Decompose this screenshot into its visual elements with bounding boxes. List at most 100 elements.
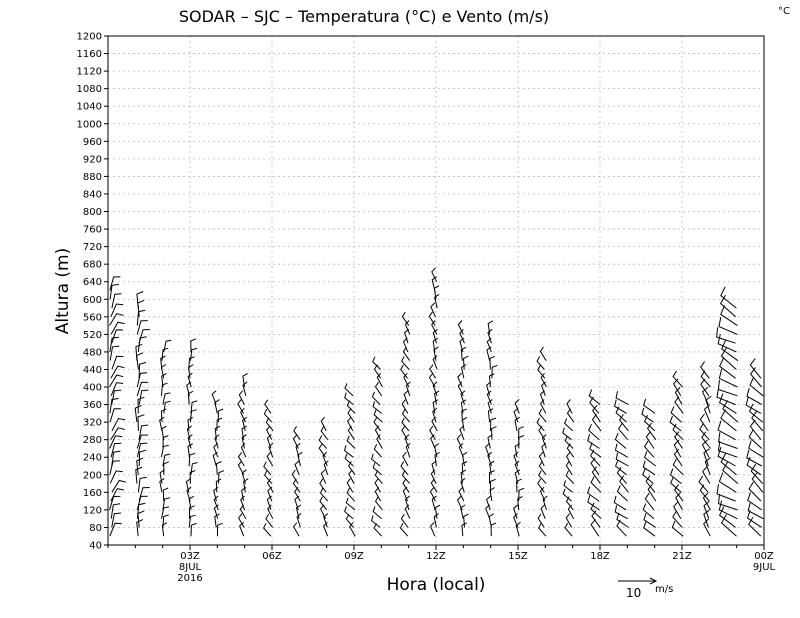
wind-barb <box>460 399 467 414</box>
wind-barb <box>402 478 410 493</box>
x-tick-label: 09Z <box>344 551 364 562</box>
wind-barb <box>371 391 381 405</box>
wind-barb <box>372 356 381 370</box>
y-tick-label: 440 <box>83 365 102 376</box>
wind-barb <box>319 496 327 511</box>
wind-barb <box>109 495 121 511</box>
wind-barb <box>370 515 381 528</box>
wind-barb <box>562 427 572 441</box>
wind-barb <box>537 478 545 493</box>
y-tick-label: 1000 <box>77 119 102 130</box>
y-tick-label: 360 <box>83 400 102 411</box>
wind-barb <box>237 399 245 414</box>
wind-barb <box>618 414 629 432</box>
wind-barb <box>346 435 356 449</box>
wind-barb <box>241 434 247 449</box>
wind-barb <box>268 442 274 458</box>
wind-barb <box>460 478 466 493</box>
reference-vector: 10 m/s <box>618 577 673 600</box>
wind-barb <box>701 386 709 405</box>
wind-barbs <box>109 267 764 537</box>
wind-barb <box>718 472 737 493</box>
wind-barb <box>136 320 148 335</box>
x-tick-date: 9JUL <box>753 562 776 573</box>
wind-barb <box>401 356 410 370</box>
wind-barb <box>109 398 119 414</box>
wind-barb <box>402 451 409 467</box>
wind-barb <box>319 478 327 493</box>
wind-barb <box>241 486 247 502</box>
y-tick-label: 400 <box>83 383 102 394</box>
wind-barb <box>615 406 627 423</box>
wind-barb <box>722 461 739 484</box>
wind-barb <box>428 311 436 326</box>
wind-barb <box>460 469 467 484</box>
wind-barb <box>401 425 408 440</box>
wind-barb <box>514 469 521 484</box>
wind-barb <box>373 523 383 537</box>
y-axis-label: Altura (m) <box>53 248 73 334</box>
wind-barb <box>138 449 147 467</box>
wind-barb <box>111 355 124 370</box>
wind-barb <box>109 435 123 449</box>
wind-barb <box>404 434 410 449</box>
y-tick-label: 840 <box>83 189 102 200</box>
wind-barb <box>242 373 248 388</box>
wind-barb <box>162 392 171 405</box>
wind-barb <box>642 460 656 476</box>
wind-barb <box>487 434 493 449</box>
wind-barb <box>137 414 145 431</box>
wind-barb <box>717 379 738 397</box>
wind-barb <box>540 504 546 519</box>
wind-barb <box>263 461 272 476</box>
wind-barb <box>240 407 246 423</box>
wind-barb <box>161 522 168 537</box>
wind-barb <box>460 390 466 405</box>
wind-barb <box>346 400 356 414</box>
chart-title: SODAR – SJC – Temperatura (°C) e Vento (… <box>179 7 549 26</box>
wind-barb <box>458 442 464 458</box>
wind-barb <box>720 347 737 370</box>
wind-barb <box>704 457 712 475</box>
wind-barb <box>674 387 683 405</box>
wind-barb <box>487 399 493 414</box>
wind-barb <box>432 328 438 344</box>
wind-barb <box>376 434 383 449</box>
wind-barb <box>563 480 573 493</box>
wind-barb <box>320 469 327 484</box>
wind-barb <box>463 513 469 528</box>
y-tick-label: 160 <box>83 488 102 499</box>
wind-barb <box>430 302 436 318</box>
wind-barb <box>461 451 468 467</box>
wind-barb <box>188 452 196 467</box>
wind-barb <box>716 484 736 502</box>
wind-barb <box>645 431 655 449</box>
wind-barb <box>162 453 171 467</box>
wind-barb <box>266 478 274 493</box>
wind-barb <box>588 423 600 441</box>
wind-barb <box>190 522 197 537</box>
wind-barb <box>265 513 274 528</box>
wind-barb <box>429 364 436 379</box>
wind-barb <box>590 502 602 520</box>
wind-barb <box>292 522 300 537</box>
wind-barb <box>374 470 383 484</box>
wind-barb <box>110 427 125 440</box>
wind-barb <box>242 381 248 396</box>
wind-barb <box>536 356 545 370</box>
wind-barb <box>718 368 738 388</box>
wind-barb <box>539 486 546 502</box>
y-tick-label: 320 <box>83 418 102 429</box>
wind-barb <box>590 476 602 493</box>
wind-barb <box>750 463 764 484</box>
wind-barb <box>536 417 545 432</box>
wind-barb <box>188 356 195 370</box>
wind-barb <box>490 478 496 493</box>
wind-barb <box>292 478 301 493</box>
wind-barb <box>514 399 520 414</box>
wind-barb <box>111 512 122 528</box>
wind-barb <box>590 518 600 537</box>
wind-barb <box>294 460 300 475</box>
wind-barb <box>263 522 272 537</box>
wind-barb <box>565 470 575 484</box>
